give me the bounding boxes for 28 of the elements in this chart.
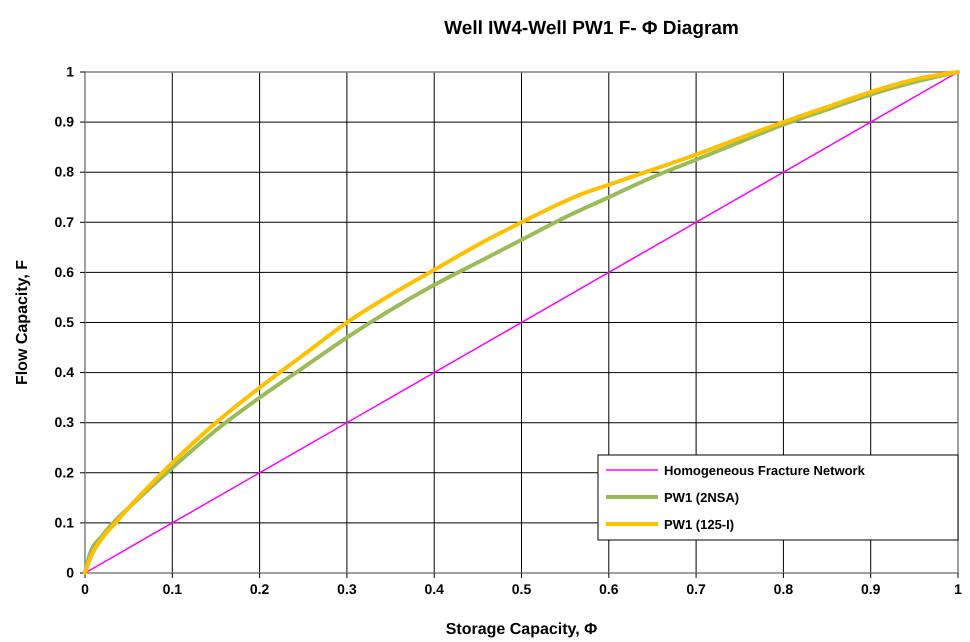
legend-label: Homogeneous Fracture Network [664,463,866,478]
x-tick-label: 0.7 [686,580,706,597]
y-tick-label: 0.6 [54,264,74,280]
y-tick-label: 0.3 [54,414,74,430]
y-tick-label: 0.7 [54,214,74,230]
x-tick-label: 0.2 [250,580,270,597]
y-tick-label: 0 [66,564,74,580]
y-axis-title: Flow Capacity, F [14,260,31,386]
x-tick-label: 0.9 [860,580,881,597]
y-tick-label: 1 [66,63,74,80]
legend-label: PW1 (125-I) [664,517,734,532]
legend-label: PW1 (2NSA) [664,490,740,505]
x-tick-label: 0.6 [599,580,619,597]
y-tick-label: 0.8 [54,164,74,180]
x-tick-label: 0.4 [424,580,444,597]
chart-title: Well IW4-Well PW1 F- Φ Diagram [444,18,739,39]
y-tick-label: 0.2 [54,464,74,480]
x-axis-title: Storage Capacity, Φ [446,621,598,638]
y-tick-label: 0.1 [54,514,74,530]
x-tick-label: 0.3 [337,580,357,597]
y-tick-label: 0.4 [54,364,74,380]
x-tick-label: 0 [81,580,90,597]
x-tick-label: 1 [954,580,962,597]
x-tick-label: 0.1 [162,580,182,597]
y-tick-label: 0.5 [54,314,74,330]
x-tick-label: 0.5 [512,580,532,597]
y-tick-label: 0.9 [54,114,74,130]
x-tick-label: 0.8 [774,580,794,597]
